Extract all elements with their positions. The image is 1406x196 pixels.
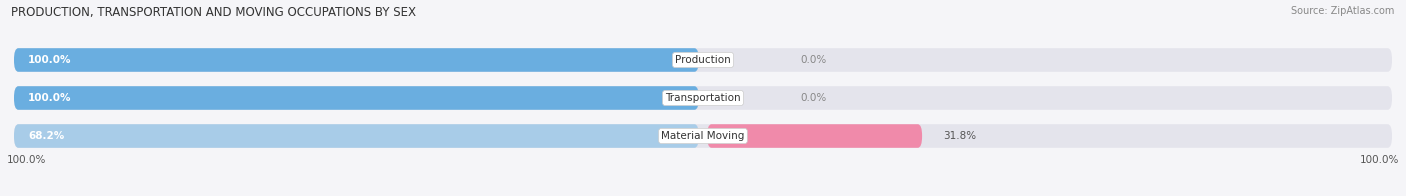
Text: 100.0%: 100.0% [28, 93, 72, 103]
Text: 0.0%: 0.0% [800, 55, 827, 65]
FancyBboxPatch shape [14, 124, 699, 148]
FancyBboxPatch shape [14, 48, 1392, 72]
Text: 100.0%: 100.0% [1360, 155, 1399, 165]
Text: 0.0%: 0.0% [800, 93, 827, 103]
Text: 100.0%: 100.0% [7, 155, 46, 165]
FancyBboxPatch shape [707, 124, 922, 148]
Text: Production: Production [675, 55, 731, 65]
Text: 68.2%: 68.2% [28, 131, 65, 141]
FancyBboxPatch shape [14, 86, 1392, 110]
Text: Transportation: Transportation [665, 93, 741, 103]
FancyBboxPatch shape [14, 86, 699, 110]
Text: 31.8%: 31.8% [943, 131, 976, 141]
Text: Source: ZipAtlas.com: Source: ZipAtlas.com [1291, 6, 1395, 16]
Text: Material Moving: Material Moving [661, 131, 745, 141]
FancyBboxPatch shape [14, 124, 1392, 148]
Text: PRODUCTION, TRANSPORTATION AND MOVING OCCUPATIONS BY SEX: PRODUCTION, TRANSPORTATION AND MOVING OC… [11, 6, 416, 19]
FancyBboxPatch shape [14, 48, 699, 72]
Text: 100.0%: 100.0% [28, 55, 72, 65]
